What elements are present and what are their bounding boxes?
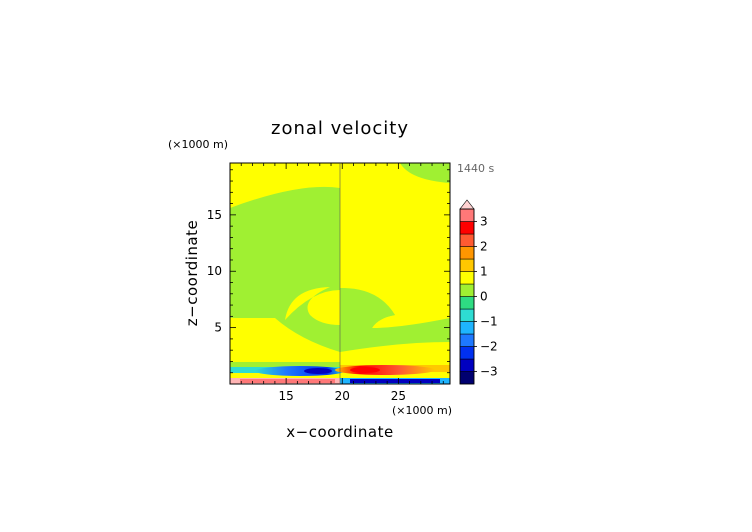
y-tick-label: 10 <box>207 264 222 278</box>
y-axis-label: z−coordinate <box>183 220 201 326</box>
colorbar-swatch <box>459 258 475 272</box>
jet-left-max <box>304 368 332 374</box>
time-label: 1440 s <box>457 162 494 175</box>
jet-left-green <box>230 362 340 370</box>
region-right-band <box>340 186 450 208</box>
colorbar-tick-label: 1 <box>480 265 488 279</box>
colorbar-swatch <box>459 321 475 335</box>
colorbar-tick-label: 2 <box>480 240 488 254</box>
colorbar-swatch <box>459 358 475 372</box>
colorbar-swatch <box>459 283 475 297</box>
colorbar-swatch <box>459 296 475 310</box>
colorbar-swatch <box>459 271 475 285</box>
y-unit-label: (×1000 m) <box>168 138 228 151</box>
colorbar-extend-arrow <box>459 199 475 210</box>
colorbar-tick-label: −1 <box>480 315 498 329</box>
chart-title: zonal velocity <box>271 118 409 139</box>
surface-right-mid <box>350 379 440 383</box>
colorbar-tick-label: −3 <box>480 365 498 379</box>
colorbar-swatch <box>459 333 475 347</box>
x-tick-label: 20 <box>335 389 350 403</box>
y-tick-label: 15 <box>207 208 222 222</box>
colorbar-swatch <box>459 208 475 222</box>
x-axis: 15 20 25 <box>229 163 444 403</box>
region-right-top-hump <box>400 163 450 183</box>
x-tick-label: 15 <box>278 389 293 403</box>
region-left-dome <box>285 287 340 325</box>
x-tick-label: 25 <box>391 389 406 403</box>
y-axis: 5 10 15 <box>207 169 450 385</box>
jet-right-max <box>350 367 380 373</box>
colorbar-swatch <box>459 221 475 235</box>
x-axis-label: x−coordinate <box>286 423 393 441</box>
colorbar-tick-label: 0 <box>480 290 488 304</box>
surface-left-mid <box>240 379 335 383</box>
colorbar-swatch <box>459 246 475 260</box>
region-left-top <box>230 163 340 208</box>
colorbar-tick-label: 3 <box>480 215 488 229</box>
colorbar-tick-label: −2 <box>480 340 498 354</box>
colorbar-swatch <box>459 308 475 322</box>
colorbar-swatch <box>459 233 475 247</box>
colorbar-swatch <box>459 371 475 385</box>
colorbar-swatch <box>459 346 475 360</box>
colorbar: 3 2 1 0 −1 −2 −3 <box>459 199 498 385</box>
y-tick-label: 5 <box>214 321 222 335</box>
plot-area <box>230 163 450 384</box>
x-unit-label: (×1000 m) <box>392 404 452 417</box>
